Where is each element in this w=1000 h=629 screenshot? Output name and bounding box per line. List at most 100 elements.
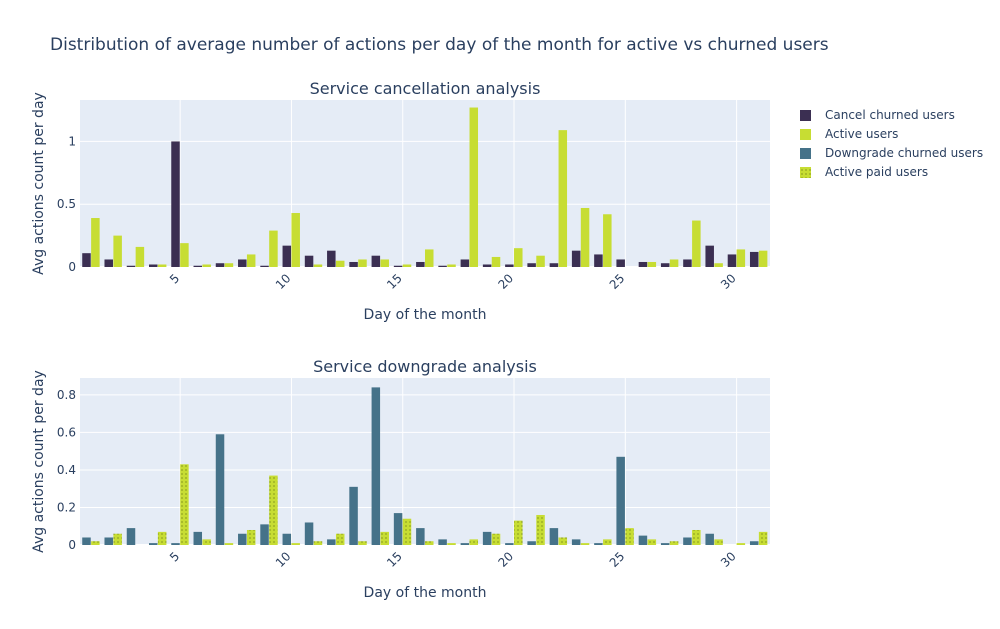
bar[interactable] — [380, 259, 389, 267]
legend-item[interactable]: Active users — [800, 127, 898, 141]
bar[interactable] — [202, 539, 211, 545]
bar[interactable] — [736, 543, 746, 545]
bar[interactable] — [749, 251, 759, 267]
bar[interactable] — [692, 529, 701, 545]
bar[interactable] — [193, 265, 203, 267]
bar[interactable] — [625, 528, 634, 545]
bar[interactable] — [669, 541, 679, 545]
bar[interactable] — [402, 264, 412, 267]
bar[interactable] — [82, 537, 91, 545]
bar[interactable] — [171, 141, 180, 267]
bar[interactable] — [571, 539, 581, 545]
bar[interactable] — [460, 543, 470, 545]
bar[interactable] — [758, 531, 768, 545]
legend-item[interactable]: Cancel churned users — [800, 108, 955, 122]
bar[interactable] — [291, 543, 300, 545]
bar[interactable] — [291, 213, 300, 267]
bar[interactable] — [126, 265, 136, 267]
bar[interactable] — [549, 528, 559, 545]
bar[interactable] — [224, 543, 234, 545]
bar[interactable] — [505, 543, 514, 545]
bar[interactable] — [113, 533, 122, 545]
bar[interactable] — [594, 543, 603, 545]
bar[interactable] — [313, 541, 323, 545]
bar[interactable] — [260, 265, 269, 267]
bar[interactable] — [594, 254, 603, 267]
bar[interactable] — [171, 543, 180, 545]
bar[interactable] — [580, 207, 590, 267]
bar[interactable] — [638, 261, 648, 267]
bar[interactable] — [393, 265, 403, 267]
bar[interactable] — [669, 259, 679, 267]
bar[interactable] — [714, 539, 723, 545]
bar[interactable] — [149, 543, 158, 545]
bar[interactable] — [335, 260, 345, 267]
bar[interactable] — [683, 259, 692, 267]
bar[interactable] — [313, 264, 323, 267]
bar[interactable] — [514, 520, 523, 545]
bar[interactable] — [260, 524, 269, 545]
bar[interactable] — [447, 543, 456, 545]
bar[interactable] — [416, 528, 425, 545]
bar[interactable] — [638, 535, 648, 545]
bar[interactable] — [246, 254, 256, 267]
bar[interactable] — [327, 539, 336, 545]
bar[interactable] — [505, 264, 514, 267]
bar[interactable] — [304, 255, 314, 267]
bar[interactable] — [616, 259, 625, 267]
bar[interactable] — [180, 243, 189, 267]
bar[interactable] — [149, 264, 158, 267]
bar[interactable] — [549, 263, 559, 267]
legend[interactable]: Cancel churned users Active users Downgrad… — [800, 108, 983, 179]
bar[interactable] — [327, 250, 336, 267]
bar[interactable] — [157, 264, 167, 267]
bar[interactable] — [358, 541, 367, 545]
bar[interactable] — [647, 539, 657, 545]
bar[interactable] — [238, 533, 247, 545]
bar[interactable] — [536, 255, 545, 267]
bar[interactable] — [660, 263, 670, 267]
bar[interactable] — [416, 261, 425, 267]
bar[interactable] — [126, 528, 136, 545]
bar[interactable] — [482, 264, 492, 267]
bar[interactable] — [402, 518, 412, 545]
bar[interactable] — [616, 456, 625, 545]
bar[interactable] — [104, 259, 113, 267]
bar[interactable] — [491, 533, 501, 545]
bar[interactable] — [135, 246, 145, 267]
bar[interactable] — [238, 259, 247, 267]
bar[interactable] — [527, 263, 536, 267]
bar[interactable] — [269, 475, 278, 545]
bar[interactable] — [580, 543, 590, 545]
bar[interactable] — [358, 259, 367, 267]
bar[interactable] — [705, 533, 714, 545]
bar[interactable] — [371, 387, 381, 545]
bar[interactable] — [727, 254, 737, 267]
bar[interactable] — [571, 250, 581, 267]
bar[interactable] — [438, 539, 447, 545]
bar[interactable] — [113, 235, 122, 267]
bar[interactable] — [469, 539, 479, 545]
bar[interactable] — [603, 214, 612, 267]
bar[interactable] — [193, 531, 203, 545]
bar[interactable] — [180, 464, 189, 545]
bar[interactable] — [558, 130, 568, 267]
bar[interactable] — [104, 537, 113, 545]
bar[interactable] — [603, 539, 612, 545]
bar[interactable] — [215, 434, 225, 545]
bar[interactable] — [91, 541, 100, 545]
bar[interactable] — [202, 264, 211, 267]
legend-item[interactable]: Downgrade churned users — [800, 146, 983, 160]
bar[interactable] — [82, 253, 91, 267]
bar[interactable] — [705, 245, 714, 267]
bar[interactable] — [282, 245, 292, 267]
bar[interactable] — [469, 107, 479, 267]
bar[interactable] — [425, 541, 434, 545]
bar[interactable] — [425, 249, 434, 267]
bar[interactable] — [349, 486, 358, 545]
bar[interactable] — [514, 248, 523, 267]
bar[interactable] — [714, 263, 723, 267]
bar[interactable] — [749, 541, 759, 545]
bar[interactable] — [349, 261, 358, 267]
bar[interactable] — [683, 537, 692, 545]
